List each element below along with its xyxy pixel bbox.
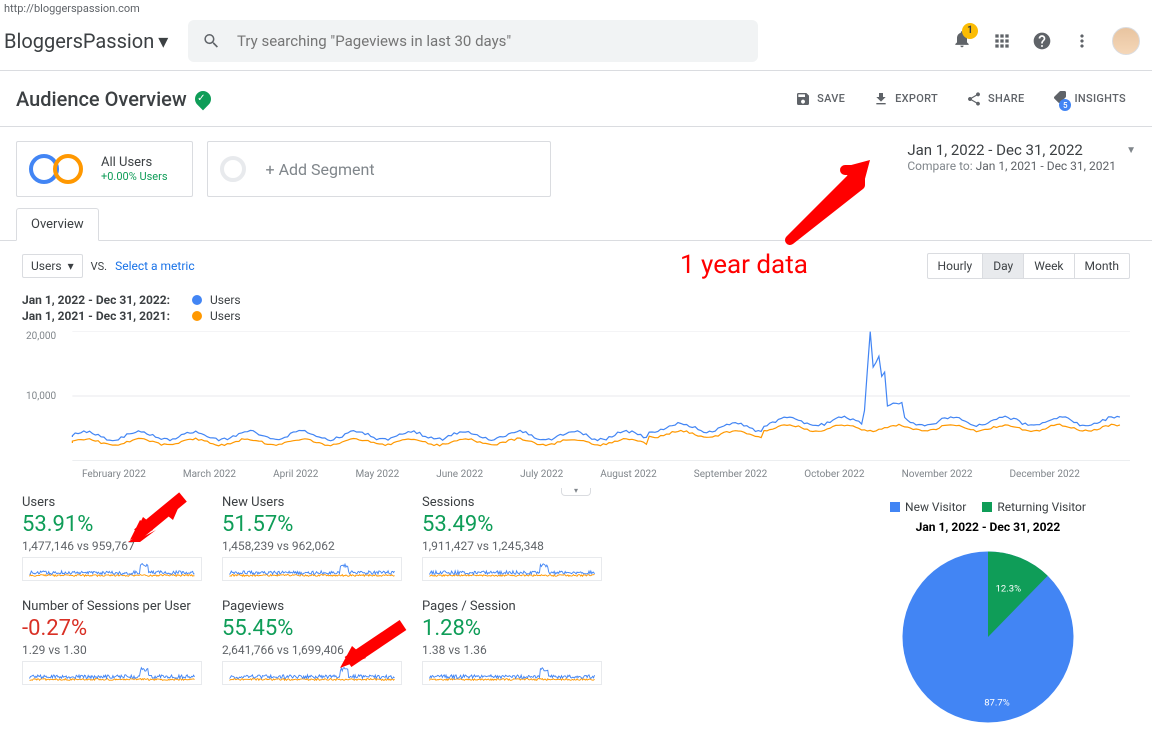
chevron-down-icon: ▼ xyxy=(1126,145,1136,156)
insights-icon xyxy=(1052,89,1068,105)
metric-card[interactable]: New Users51.57%1,458,239 vs 962,062 xyxy=(222,495,408,585)
select-metric-link[interactable]: Select a metric xyxy=(115,259,195,273)
chevron-down-icon: ▾ xyxy=(68,259,74,273)
metric-card[interactable]: Number of Sessions per User-0.27%1.29 vs… xyxy=(22,599,208,689)
page-title: Audience Overview xyxy=(16,87,211,111)
sparkline xyxy=(222,557,402,581)
save-icon xyxy=(795,91,811,107)
sparkline xyxy=(422,557,602,581)
svg-text:12.3%: 12.3% xyxy=(996,583,1022,594)
sparkline xyxy=(422,661,602,685)
search-box[interactable] xyxy=(188,20,758,62)
segment-all-users[interactable]: All Users +0.00% Users xyxy=(16,141,193,197)
date-range-selector[interactable]: Jan 1, 2022 - Dec 31, 2022 Compare to: J… xyxy=(907,141,1136,173)
avatar[interactable] xyxy=(1112,27,1140,55)
main-chart[interactable]: 20,000 10,000 February 2022March 2022Apr… xyxy=(22,331,1130,481)
controls-row: Users▾ VS. Select a metric HourlyDayWeek… xyxy=(0,241,1152,291)
search-icon xyxy=(202,31,221,51)
export-icon xyxy=(873,91,889,107)
annotation-arrow xyxy=(780,150,880,250)
url-bar: http://bloggerspassion.com xyxy=(0,0,1152,17)
add-segment-icon xyxy=(220,156,246,182)
segment-rings-icon xyxy=(29,151,89,187)
pie-chart[interactable]: 12.3% 87.7% xyxy=(893,542,1083,732)
pie-legend-returning: Returning Visitor xyxy=(982,500,1086,514)
granularity-toggle: HourlyDayWeekMonth xyxy=(927,253,1130,279)
add-segment-button[interactable]: + Add Segment xyxy=(207,141,551,197)
legend-dot xyxy=(192,295,202,305)
sparkline xyxy=(22,661,202,685)
chart-legend: Jan 1, 2022 - Dec 31, 2022: Users Jan 1,… xyxy=(0,291,1152,331)
annotation-text: 1 year data xyxy=(680,250,808,280)
annotation-arrow xyxy=(338,620,408,670)
segment-row: All Users +0.00% Users + Add Segment Jan… xyxy=(0,127,1152,207)
granularity-day[interactable]: Day xyxy=(983,254,1024,278)
vs-label: VS. xyxy=(91,260,107,273)
annotation-arrow xyxy=(128,492,188,542)
granularity-month[interactable]: Month xyxy=(1075,254,1129,278)
share-button[interactable]: SHARE xyxy=(956,83,1035,114)
verified-icon xyxy=(191,87,214,110)
date-range-main: Jan 1, 2022 - Dec 31, 2022 xyxy=(907,141,1116,159)
chevron-down-icon: ▾ xyxy=(158,29,168,53)
legend-dot xyxy=(192,311,202,321)
tab-overview[interactable]: Overview xyxy=(16,208,99,241)
site-name-label: BloggersPassion xyxy=(4,29,154,53)
metric-card[interactable]: Pages / Session1.28%1.38 vs 1.36 xyxy=(422,599,608,689)
search-input[interactable] xyxy=(237,32,744,50)
site-selector[interactable]: BloggersPassion ▾ xyxy=(4,29,168,53)
apps-icon[interactable] xyxy=(992,31,1012,51)
title-row: Audience Overview SAVE EXPORT SHARE INSI… xyxy=(0,71,1152,127)
notification-badge: 1 xyxy=(962,23,978,39)
notifications-button[interactable]: 1 xyxy=(952,29,972,53)
save-button[interactable]: SAVE xyxy=(785,83,855,114)
metric-selector[interactable]: Users▾ xyxy=(22,254,83,278)
sparkline xyxy=(22,557,202,581)
share-icon xyxy=(966,91,982,107)
metrics-grid: Users53.91%1,477,146 vs 959,767New Users… xyxy=(0,481,640,693)
granularity-week[interactable]: Week xyxy=(1024,254,1074,278)
export-button[interactable]: EXPORT xyxy=(863,83,948,114)
pie-block: New Visitor Returning Visitor Jan 1, 202… xyxy=(848,500,1128,736)
insights-button[interactable]: INSIGHTS xyxy=(1042,83,1136,114)
granularity-hourly[interactable]: Hourly xyxy=(928,254,984,278)
segment-label: All Users xyxy=(101,155,168,170)
top-header: BloggersPassion ▾ 1 xyxy=(0,17,1152,71)
pie-legend-new: New Visitor xyxy=(890,500,966,514)
help-icon[interactable] xyxy=(1032,31,1052,51)
tab-row: Overview xyxy=(0,207,1152,241)
segment-pct: +0.00% Users xyxy=(101,170,168,183)
svg-text:87.7%: 87.7% xyxy=(984,697,1010,708)
more-icon[interactable] xyxy=(1072,31,1092,51)
metric-card[interactable]: Sessions53.49%1,911,427 vs 1,245,348 xyxy=(422,495,608,585)
chart-resize-handle[interactable]: ▾ xyxy=(22,478,1130,497)
pie-date: Jan 1, 2022 - Dec 31, 2022 xyxy=(848,520,1128,534)
